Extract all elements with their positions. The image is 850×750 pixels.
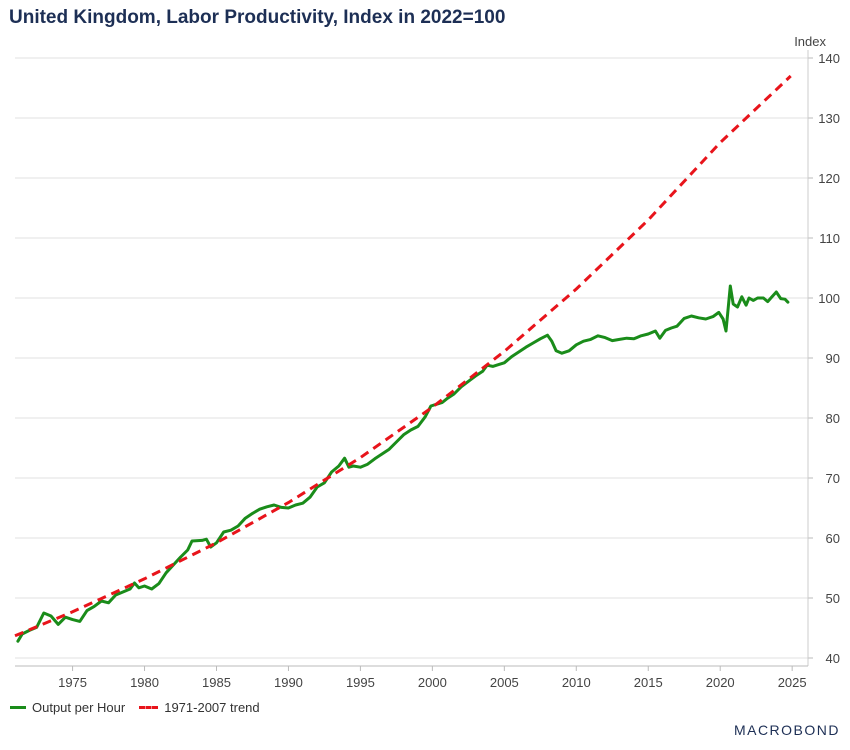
x-tick-label: 1980 [130,675,159,690]
x-tick-label: 2005 [490,675,519,690]
y-tick-label: 120 [818,171,840,186]
legend-label: Output per Hour [32,700,126,715]
x-tick-label: 1990 [274,675,303,690]
x-tick-label: 1975 [58,675,87,690]
x-tick-label: 2000 [418,675,447,690]
legend-item-trend: 1971-2007 trend [139,700,260,715]
legend-item-output-per-hour: Output per Hour [10,700,125,715]
y-tick-label: 100 [818,291,840,306]
x-tick-label: 1985 [202,675,231,690]
y-tick-label: 110 [819,231,840,246]
y-tick-label: 80 [826,411,840,426]
chart-title: United Kingdom, Labor Productivity, Inde… [9,7,506,28]
brand-logo: MACROBOND [733,722,840,738]
x-tick-label: 2010 [562,675,591,690]
chart-legend: Output per Hour 1971-2007 trend [10,700,274,715]
y-tick-label: 60 [826,531,840,546]
chart-plot-area: 40 50 60 70 80 90 100 110 120 130 140 1975 1980 1985 1… [14,34,840,690]
y-tick-label: 140 [818,51,840,66]
y-tick-label: 130 [818,111,840,126]
legend-label: 1971-2007 trend [164,700,260,715]
x-tick-label: 1995 [346,675,375,690]
y-tick-label: 50 [826,591,840,606]
y-tick-label: 70 [826,471,840,486]
x-tick-label: 2025 [778,675,807,690]
x-tick-label: 2015 [634,675,663,690]
legend-swatch-dashed [139,706,159,709]
y-tick-label: 90 [826,351,840,366]
y-tick-label: 40 [826,651,840,666]
series-line-trend [14,74,792,638]
series-line-output-per-hour [16,284,790,643]
legend-swatch-solid [10,706,26,709]
y-axis-label: Index [794,34,826,49]
x-tick-label: 2020 [706,675,735,690]
